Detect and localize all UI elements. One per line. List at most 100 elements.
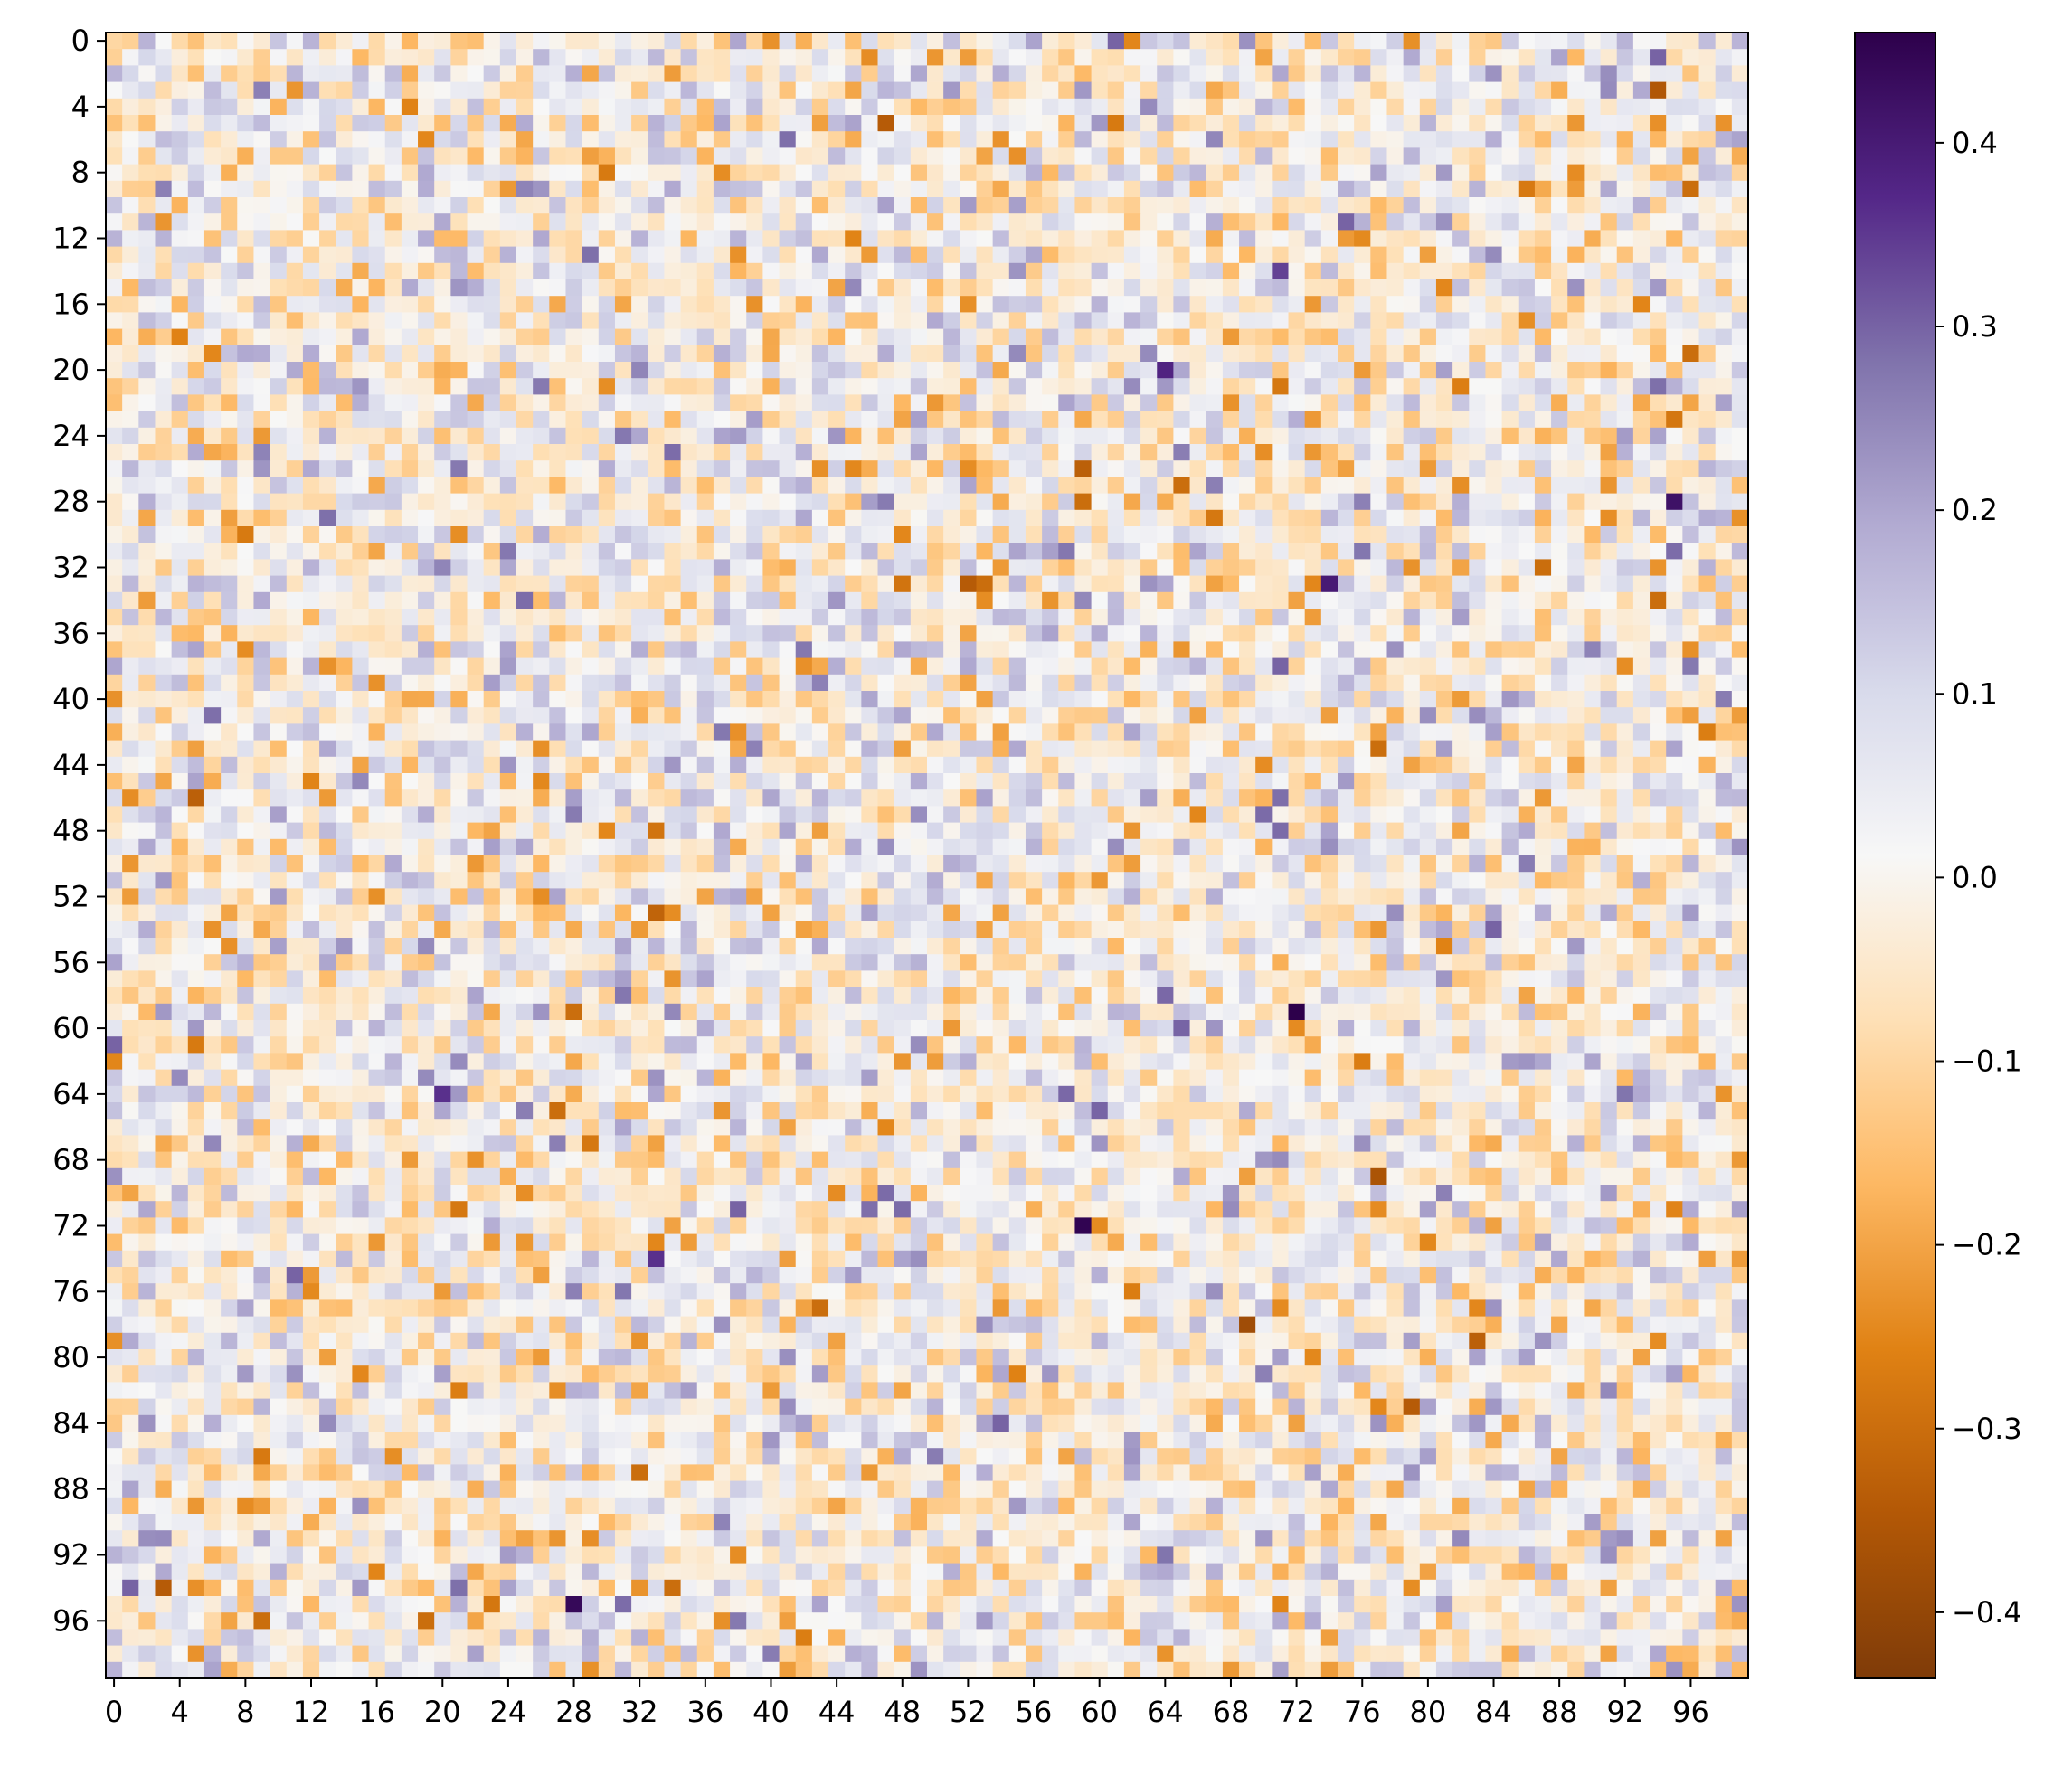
heatmap-cell (910, 33, 928, 50)
heatmap-cell (203, 575, 222, 593)
heatmap-cell (1123, 756, 1141, 774)
heatmap-cell (730, 213, 747, 231)
heatmap-cell (1239, 246, 1256, 264)
heatmap-cell (696, 526, 714, 543)
heatmap-cell (1107, 740, 1125, 758)
heatmap-cell (894, 81, 912, 99)
heatmap-cell (1584, 509, 1602, 527)
heatmap-cell (598, 773, 616, 790)
heatmap-cell (1501, 378, 1519, 395)
heatmap-cell (927, 328, 944, 346)
heatmap-cell (614, 444, 632, 461)
heatmap-cell (1025, 707, 1043, 724)
heatmap-cell (434, 838, 451, 856)
heatmap-cell (779, 822, 797, 840)
heatmap-cell (1222, 197, 1240, 214)
heatmap-cell (1222, 838, 1240, 856)
heatmap-cell (106, 98, 123, 116)
heatmap-cell (1715, 509, 1733, 527)
heatmap-cell (1140, 789, 1158, 807)
heatmap-cell (1157, 723, 1174, 742)
heatmap-cell (1042, 559, 1059, 577)
heatmap-cell (203, 460, 222, 477)
heatmap-cell (138, 641, 156, 659)
heatmap-cell (270, 723, 288, 742)
heatmap-cell (253, 773, 271, 790)
heatmap-cell (499, 609, 517, 626)
heatmap-cell (795, 509, 813, 527)
heatmap-cell (845, 543, 862, 560)
heatmap-cell (1469, 838, 1487, 856)
heatmap-cell (730, 609, 747, 626)
heatmap-cell (598, 477, 616, 495)
heatmap-cell (730, 262, 747, 280)
heatmap-cell (1682, 262, 1700, 280)
heatmap-cell (598, 312, 616, 330)
heatmap-cell (1107, 691, 1125, 708)
heatmap-cell (1239, 427, 1256, 445)
heatmap-cell (1518, 575, 1536, 593)
heatmap-cell (631, 378, 648, 395)
heatmap-cell (1239, 49, 1256, 66)
heatmap-cell (877, 328, 895, 346)
heatmap-cell (696, 723, 714, 742)
heatmap-cell (648, 609, 666, 626)
heatmap-cell (779, 625, 797, 642)
heatmap-cell (927, 723, 944, 742)
heatmap-cell (499, 197, 517, 214)
heatmap-cell (1123, 707, 1141, 724)
heatmap-cell (565, 740, 583, 758)
heatmap-cell (1304, 575, 1322, 593)
heatmap-cell (1255, 444, 1273, 461)
heatmap-cell (302, 609, 320, 626)
heatmap-cell (1239, 609, 1256, 626)
heatmap-cell (1042, 312, 1059, 330)
heatmap-cell (516, 345, 534, 363)
heatmap-cell (483, 131, 501, 148)
heatmap-cell (1354, 312, 1371, 330)
heatmap-cell (910, 609, 928, 626)
heatmap-cell (1403, 246, 1421, 264)
heatmap-cell (1042, 230, 1059, 248)
heatmap-cell (1419, 164, 1437, 182)
heatmap-cell (450, 674, 468, 692)
heatmap-cell (1255, 411, 1273, 429)
heatmap-cell (203, 65, 222, 83)
heatmap-cell (795, 609, 813, 626)
heatmap-cell (401, 411, 419, 429)
heatmap-cell (533, 822, 550, 840)
heatmap-cell (1304, 296, 1322, 313)
heatmap-cell (779, 493, 797, 511)
heatmap-cell (631, 460, 648, 477)
heatmap-cell (713, 65, 731, 83)
heatmap-cell (598, 806, 616, 824)
heatmap-cell (746, 625, 763, 642)
heatmap-cell (384, 493, 402, 511)
heatmap-cell (1600, 328, 1618, 346)
heatmap-cell (499, 444, 517, 461)
heatmap-cell (467, 591, 485, 609)
heatmap-cell (1501, 559, 1519, 577)
heatmap-cell (483, 33, 501, 50)
heatmap-cell (1042, 838, 1059, 856)
heatmap-cell (976, 444, 994, 461)
heatmap-cell (499, 345, 517, 363)
heatmap-cell (1354, 262, 1371, 280)
heatmap-cell (122, 427, 139, 445)
heatmap-cell (762, 789, 781, 807)
heatmap-cell (138, 147, 156, 165)
heatmap-cell (450, 147, 468, 165)
heatmap-cell (302, 657, 320, 676)
heatmap-cell (187, 345, 205, 363)
heatmap-cell (1632, 773, 1651, 790)
heatmap-cell (302, 147, 320, 165)
heatmap-cell (1074, 230, 1093, 248)
heatmap-cell (927, 493, 944, 511)
heatmap-cell (106, 509, 123, 527)
heatmap-cell (598, 674, 616, 692)
heatmap-cell (106, 591, 123, 609)
heatmap-cell (1370, 411, 1388, 429)
heatmap-cell (1140, 296, 1158, 313)
heatmap-cell (1584, 444, 1602, 461)
heatmap-cell (171, 707, 189, 724)
